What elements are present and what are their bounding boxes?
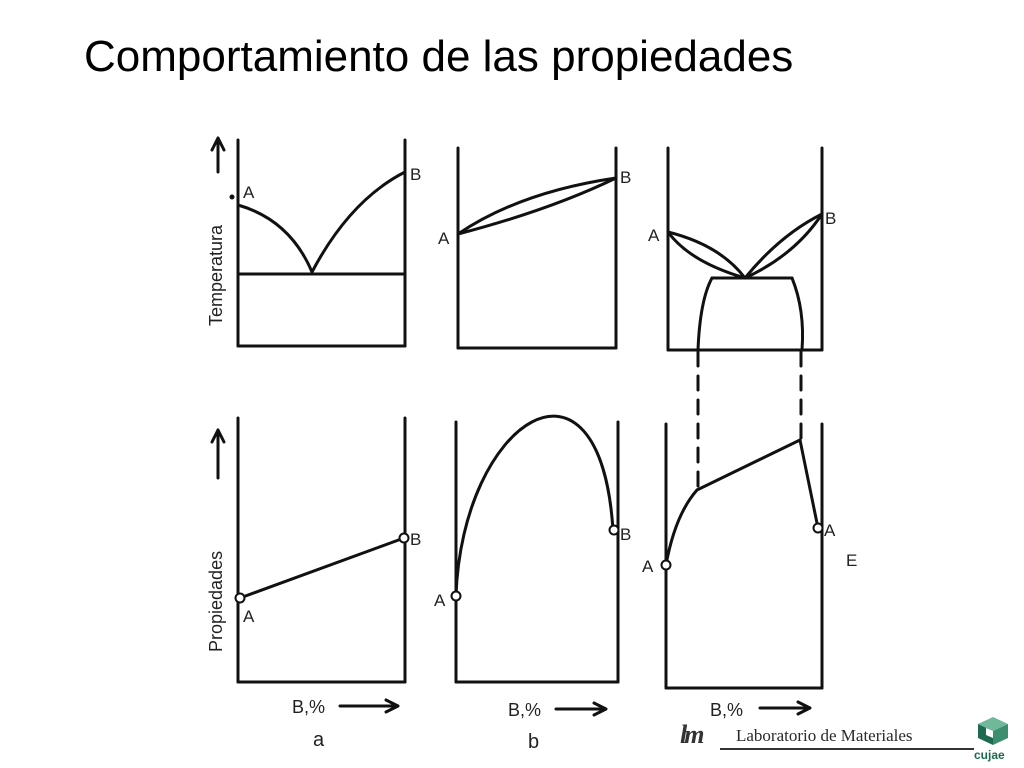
property-curve-left xyxy=(664,488,699,567)
solidus xyxy=(456,176,618,236)
lab-logo: lm xyxy=(680,720,704,749)
label-edge-mark: E xyxy=(846,551,857,570)
x-arrow-c xyxy=(758,700,812,716)
phase-boundary-right xyxy=(790,276,805,352)
liquidus-left xyxy=(236,203,314,274)
y-arrow-top xyxy=(210,136,226,174)
label-b-top-B: B xyxy=(620,168,631,187)
label-a-top-B: B xyxy=(410,165,421,184)
slide-title: Comportamiento de las propiedades xyxy=(84,32,794,81)
property-line-middle xyxy=(695,438,802,492)
property-curve xyxy=(454,414,615,598)
panel-a-phase-diagram xyxy=(236,138,407,348)
y-arrow-bottom xyxy=(210,428,226,480)
label-c-top-B: B xyxy=(825,209,836,228)
label-a-bot-B: B xyxy=(410,530,421,549)
lab-name: Laboratorio de Materiales xyxy=(736,726,913,745)
marker-b-A xyxy=(450,590,462,602)
label-b-bot-B: B xyxy=(620,525,631,544)
panel-letter-a: a xyxy=(313,729,325,751)
marker-c-A2 xyxy=(812,522,824,534)
x-label-c: B,% xyxy=(710,700,743,720)
panel-letter-b: b xyxy=(528,731,539,753)
label-a-bot-A: A xyxy=(243,607,255,626)
label-b-top-A: A xyxy=(438,229,450,248)
panel-b-phase-diagram xyxy=(456,146,618,350)
x-label-b: B,% xyxy=(508,700,541,720)
solidus-left xyxy=(666,230,747,280)
property-line xyxy=(238,536,406,600)
label-c-bot-A1: A xyxy=(642,557,654,576)
panel-c-properties xyxy=(664,422,824,690)
panel-a-properties xyxy=(236,416,407,684)
liquidus-right xyxy=(743,212,824,280)
label-a-top-A: A xyxy=(243,183,255,202)
phase-boundary-left xyxy=(696,276,714,352)
marker-b-B xyxy=(608,524,620,536)
cujae-label: cujae xyxy=(974,748,1005,762)
liquidus-right xyxy=(310,170,407,274)
y-label-propiedades: Propiedades xyxy=(206,551,226,652)
panel-c-phase-diagram xyxy=(666,146,824,352)
liquidus xyxy=(456,176,618,236)
label-b-bot-A: A xyxy=(434,591,446,610)
y-label-temperatura: Temperatura xyxy=(206,224,226,326)
label-c-top-A: A xyxy=(648,226,660,245)
property-line-right xyxy=(798,438,820,530)
footer-divider xyxy=(720,748,974,750)
x-label-a: B,% xyxy=(292,697,325,717)
cujae-logo-icon xyxy=(978,717,1008,745)
solidus-right xyxy=(743,212,824,280)
x-arrow-a xyxy=(338,698,400,714)
marker-a-A xyxy=(234,592,246,604)
x-arrow-b xyxy=(554,701,608,717)
marker-c-A1 xyxy=(660,559,672,571)
panel-b-properties xyxy=(454,414,620,684)
dot-mark xyxy=(229,194,235,200)
liquidus-left xyxy=(666,230,747,280)
marker-a-B xyxy=(398,532,410,544)
label-c-bot-A2: A xyxy=(824,521,836,540)
